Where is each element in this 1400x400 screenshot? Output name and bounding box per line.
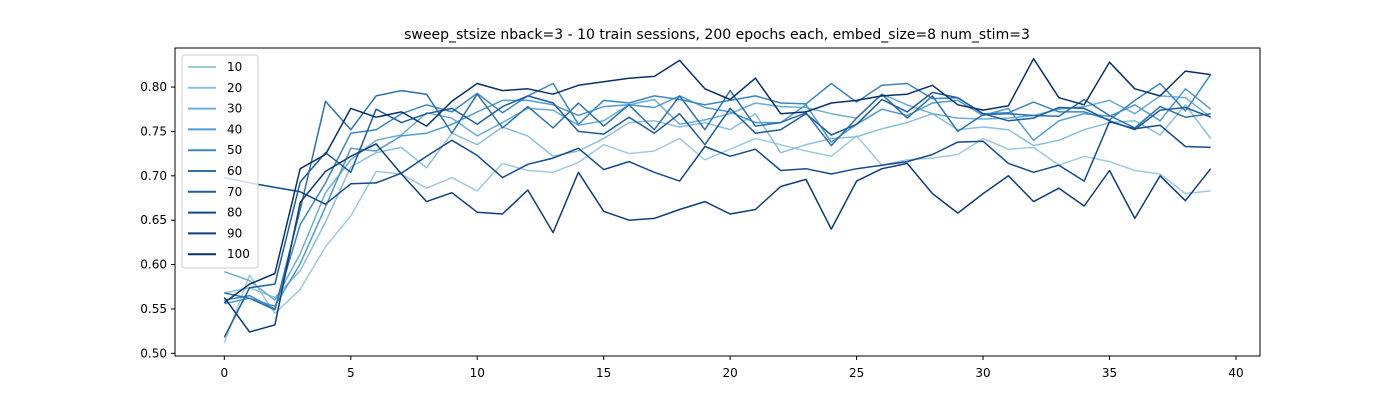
x-tick-label: 5 [347, 366, 355, 380]
series-line-10 [223, 135, 1211, 343]
y-tick-label: 0.70 [140, 169, 167, 183]
x-tick-label: 10 [470, 366, 485, 380]
y-tick-label: 0.65 [140, 213, 167, 227]
legend-label: 70 [227, 185, 242, 199]
y-tick-label: 0.50 [140, 346, 167, 360]
x-tick-label: 20 [723, 366, 738, 380]
legend-label: 80 [227, 206, 242, 220]
legend: 10 20 30 40 50 60 70 80 90 100 [181, 54, 259, 269]
legend-label: 40 [227, 122, 242, 136]
legend-label: 30 [227, 102, 242, 116]
legend-label: 100 [227, 247, 250, 261]
x-tick-label: 0 [220, 366, 228, 380]
x-axis: 0 5 10 15 20 25 30 35 40 [220, 356, 1244, 380]
y-tick-label: 0.60 [140, 258, 167, 272]
y-tick-label: 0.55 [140, 302, 167, 316]
y-axis: 0.50 0.55 0.60 0.65 0.70 0.75 0.80 [140, 80, 175, 360]
x-tick-label: 15 [596, 366, 611, 380]
series-line-100 [223, 57, 1211, 304]
chart-title: sweep_stsize nback=3 - 10 train sessions… [404, 27, 1030, 43]
x-tick-label: 25 [849, 366, 864, 380]
series-line-60 [224, 89, 1211, 311]
series-line-70 [223, 91, 1211, 338]
series-line-90 [223, 143, 1212, 333]
x-tick-label: 30 [975, 366, 990, 380]
series-line-80 [224, 120, 1211, 205]
x-tick-label: 35 [1102, 366, 1117, 380]
legend-label: 20 [227, 81, 242, 95]
series-layer [223, 57, 1212, 343]
x-tick-label: 40 [1228, 366, 1243, 380]
y-tick-label: 0.80 [140, 80, 167, 94]
series-line-50 [224, 74, 1212, 310]
legend-label: 10 [227, 60, 242, 74]
legend-label: 90 [227, 226, 242, 240]
legend-label: 60 [227, 164, 242, 178]
legend-label: 50 [227, 143, 242, 157]
y-tick-label: 0.75 [140, 124, 167, 138]
